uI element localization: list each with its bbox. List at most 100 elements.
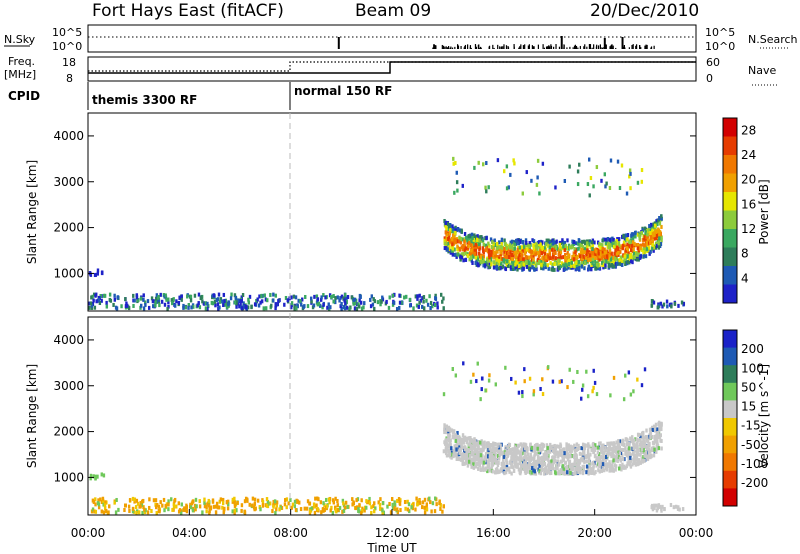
heatmap-cell	[330, 294, 333, 299]
heatmap-cell	[539, 242, 542, 247]
heatmap-cell	[223, 302, 227, 307]
heatmap-cell	[470, 248, 473, 253]
heatmap-cell	[542, 467, 545, 472]
heatmap-cell	[631, 438, 634, 443]
cpid-mode-2: normal 150 RF	[294, 84, 392, 98]
heatmap-cell	[372, 504, 375, 509]
heatmap-cell	[524, 238, 528, 243]
heatmap-cell	[524, 460, 528, 465]
heatmap-cell	[600, 256, 603, 261]
heatmap-cell	[481, 246, 485, 251]
heatmap-cell	[587, 458, 591, 463]
heatmap-cell	[450, 248, 453, 253]
heatmap-cell	[668, 302, 672, 307]
heatmap-cell	[157, 504, 161, 509]
heatmap-cell	[468, 241, 471, 246]
heatmap-cell	[192, 304, 195, 309]
heatmap-cell	[492, 441, 495, 446]
heatmap-cell	[621, 462, 624, 467]
heatmap-cell	[524, 462, 528, 467]
heatmap-cell	[365, 505, 368, 510]
heatmap-cell	[487, 378, 491, 383]
heatmap-cell	[216, 297, 220, 302]
heatmap-cell	[613, 251, 616, 256]
heatmap-cell	[231, 497, 235, 502]
heatmap-cell	[535, 242, 539, 247]
heatmap-cell	[379, 506, 382, 511]
heatmap-cell	[449, 228, 452, 233]
heatmap-cell	[285, 505, 288, 510]
heatmap-cell	[127, 306, 131, 311]
heatmap-cell	[620, 259, 623, 264]
heatmap-cell	[354, 301, 357, 306]
heatmap-cell	[259, 300, 262, 305]
heatmap-cell	[591, 258, 595, 263]
heatmap-cell	[461, 461, 465, 466]
heatmap-cell	[461, 445, 465, 450]
heatmap-cell	[563, 267, 566, 272]
heatmap-cell	[218, 499, 222, 504]
heatmap-cell	[638, 442, 642, 447]
heatmap-cell	[157, 294, 160, 299]
heatmap-cell	[488, 262, 491, 267]
heatmap-cell	[552, 241, 555, 246]
colorbar-tick-label: -15	[741, 419, 761, 433]
heatmap-cell	[600, 455, 604, 460]
heatmap-cell	[143, 300, 147, 305]
heatmap-cell	[283, 502, 287, 507]
heatmap-cell	[137, 510, 141, 515]
heatmap-cell	[532, 255, 535, 260]
heatmap-cell	[534, 266, 538, 271]
heatmap-cell	[617, 237, 621, 242]
heatmap-cell	[459, 236, 463, 241]
heatmap-cell	[507, 466, 511, 471]
heatmap-cell	[233, 499, 236, 504]
heatmap-cell	[549, 444, 552, 449]
heatmap-cell	[205, 505, 208, 510]
heatmap-cell	[575, 442, 579, 447]
heatmap-cell	[162, 497, 166, 502]
heatmap-cell	[299, 507, 303, 512]
heatmap-cell	[196, 303, 199, 308]
heatmap-cell	[526, 447, 529, 452]
heatmap-cell	[536, 158, 540, 163]
heatmap-cell	[571, 254, 574, 259]
heatmap-cell	[368, 496, 371, 501]
heatmap-cell	[452, 435, 456, 440]
heatmap-cell	[488, 468, 491, 473]
colorbar-swatch	[723, 347, 737, 366]
heatmap-cell	[488, 456, 492, 461]
heatmap-cell	[461, 452, 464, 457]
heatmap-cell	[523, 379, 526, 384]
heatmap-cell	[546, 456, 549, 461]
heatmap-cell	[580, 247, 583, 252]
heatmap-cell	[357, 507, 360, 512]
heatmap-cell	[643, 226, 647, 231]
heatmap-cell	[283, 302, 286, 307]
heatmap-cell	[373, 509, 376, 514]
heatmap-cell	[105, 300, 108, 305]
heatmap-cell	[310, 299, 313, 304]
heatmap-cell	[371, 302, 375, 307]
heatmap-cell	[504, 451, 507, 456]
heatmap-cell	[370, 294, 374, 299]
heatmap-cell	[568, 367, 571, 372]
heatmap-cell	[198, 504, 202, 509]
heatmap-cell	[549, 242, 553, 247]
heatmap-cell	[527, 261, 531, 266]
heatmap-cell	[524, 467, 527, 472]
heatmap-cell	[342, 508, 346, 513]
date-label: 20/Dec/2010	[590, 1, 699, 21]
heatmap-cell	[594, 453, 597, 458]
heatmap-cell	[497, 460, 500, 465]
heatmap-cell	[330, 505, 333, 510]
colorbar-tick-label: 50	[741, 380, 756, 394]
heatmap-cell	[537, 240, 541, 245]
heatmap-cell	[600, 468, 604, 473]
heatmap-cell	[518, 450, 521, 455]
heatmap-cell	[353, 306, 357, 311]
heatmap-cell	[543, 461, 547, 466]
heatmap-cell	[547, 256, 551, 261]
heatmap-cell	[470, 449, 474, 454]
heatmap-cell	[482, 467, 485, 472]
